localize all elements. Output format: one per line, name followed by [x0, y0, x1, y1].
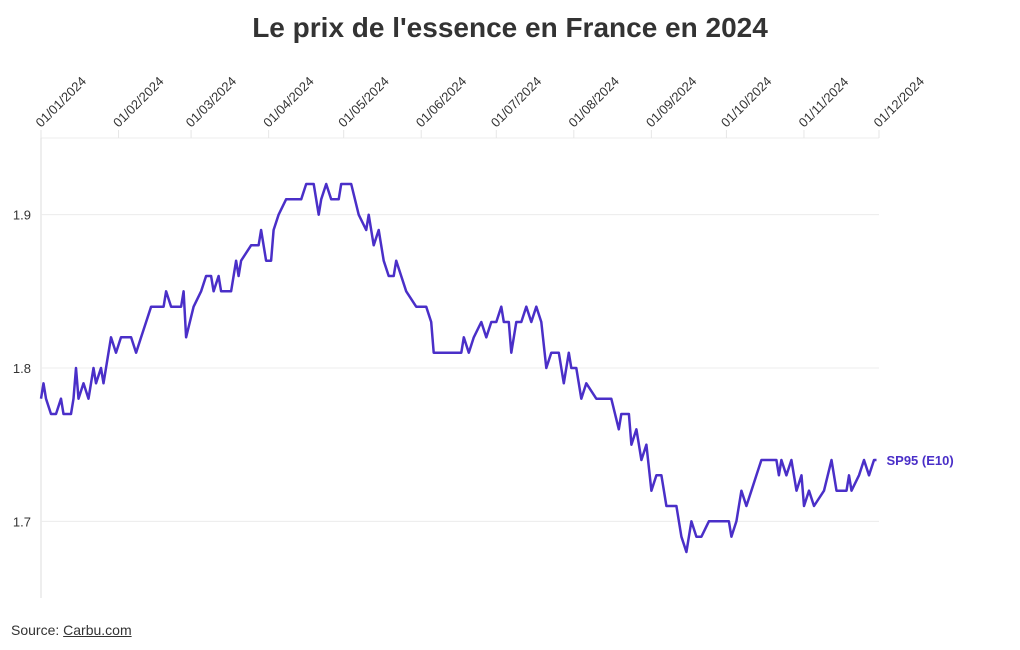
source-link[interactable]: Carbu.com: [63, 622, 132, 638]
x-tick-label: 01/02/2024: [110, 73, 167, 130]
x-tick-label: 01/11/2024: [795, 74, 851, 130]
x-tick-label: 01/01/2024: [33, 73, 90, 130]
source: Source: Carbu.com: [11, 622, 132, 638]
x-tick-label: 01/03/2024: [183, 73, 240, 130]
line: [39, 182, 877, 554]
x-tick-label: 01/04/2024: [260, 73, 317, 130]
series-label: SP95 (E10): [886, 453, 953, 468]
x-tick-label: 01/08/2024: [565, 73, 622, 130]
y-tick-label: 1.7: [13, 514, 31, 529]
chart-title: Le prix de l'essence en France en 2024: [252, 12, 768, 43]
x-tick-label: 01/12/2024: [871, 73, 928, 130]
y-tick-label: 1.8: [13, 361, 31, 376]
source-label: Source:: [11, 622, 60, 638]
x-tick-label: 01/05/2024: [335, 73, 392, 130]
x-tick-label: 01/10/2024: [718, 73, 775, 130]
x-tick-label: 01/07/2024: [488, 73, 545, 130]
x-tick-label: 01/06/2024: [413, 73, 470, 130]
y-tick-label: 1.9: [13, 208, 31, 223]
x-tick-label: 01/09/2024: [643, 73, 700, 130]
